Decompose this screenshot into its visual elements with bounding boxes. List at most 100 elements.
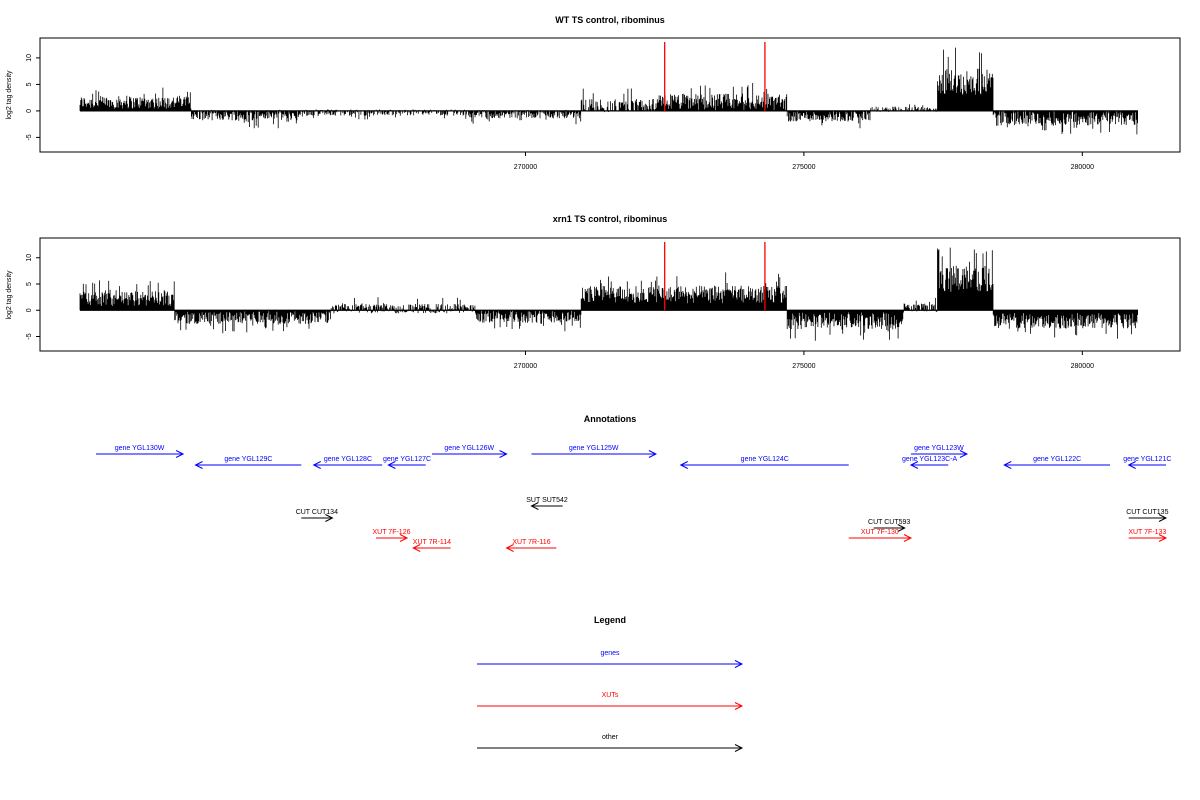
feature-label: CUT CUT134 — [296, 509, 338, 516]
legend-label: genes — [600, 650, 620, 657]
feature-arrowhead — [897, 524, 906, 532]
density-bar-series — [79, 47, 1138, 135]
annotation-feature: XUT 7F-130 — [848, 529, 913, 542]
legend-entry: XUTs — [477, 692, 744, 710]
feature-label: gene YGL125W — [569, 445, 619, 452]
panel-title-xrn1: xrn1 TS control, ribominus — [553, 214, 668, 224]
x-tick-label: 270000 — [514, 363, 537, 370]
feature-label: SUT SUT542 — [526, 497, 568, 504]
density-bar-series — [79, 247, 1138, 341]
feature-arrowhead — [530, 502, 539, 510]
density-bars-wt — [79, 47, 1138, 135]
feature-arrowhead — [1003, 461, 1012, 469]
annotation-feature: gene YGL126W — [431, 445, 508, 458]
annotation-feature: CUT CUT593 — [868, 519, 910, 532]
annotation-feature: gene YGL121C — [1123, 456, 1171, 469]
annotation-feature: XUT 7R-114 — [412, 539, 451, 552]
feature-arrowhead — [679, 461, 688, 469]
feature-label: gene YGL122C — [1033, 456, 1081, 463]
legend-entry: other — [477, 734, 744, 752]
annotation-feature: gene YGL123C-A — [902, 456, 957, 469]
annotation-feature: CUT CUT135 — [1126, 509, 1169, 522]
feature-label: XUT 7R-116 — [512, 539, 550, 546]
axis-ticks-wt: -5 0 5 10 270000 275000 280000 — [26, 54, 1094, 171]
feature-label: gene YGL123C-A — [902, 456, 957, 463]
x-tick-label: 275000 — [792, 363, 815, 370]
y-axis-label-xrn1: log2 tag density — [6, 270, 13, 320]
red-markers-wt — [664, 42, 766, 111]
feature-arrowhead — [505, 544, 514, 552]
feature-arrowhead — [399, 534, 409, 542]
red-markers-xrn1 — [664, 242, 766, 311]
annotation-feature: XUT 7F-126 — [372, 529, 411, 542]
feature-label: gene YGL128C — [324, 456, 372, 463]
feature-arrowhead — [312, 461, 321, 469]
feature-arrowhead — [648, 450, 658, 458]
feature-arrowhead — [903, 534, 913, 542]
feature-arrowhead — [387, 461, 396, 469]
feature-arrowhead — [1158, 514, 1168, 522]
legend-entry: genes — [477, 650, 744, 668]
annotation-feature: gene YGL129C — [194, 456, 302, 469]
x-tick-label: 270000 — [514, 164, 537, 171]
annotation-feature: gene YGL130W — [96, 445, 185, 458]
feature-arrowhead — [959, 450, 969, 458]
feature-arrowhead — [175, 450, 185, 458]
legend-title: Legend — [594, 615, 626, 625]
plot-frame-xrn1 — [39, 237, 1181, 352]
panel-xrn1: xrn1 TS control, ribominus log2 tag dens… — [6, 214, 1181, 370]
feature-arrowhead — [1158, 534, 1168, 542]
annotations-title: Annotations — [584, 414, 637, 424]
feature-label: XUT 7F-130 — [861, 529, 899, 536]
y-tick-label: 0 — [26, 109, 33, 113]
feature-label: gene YGL123W — [914, 445, 964, 452]
annotation-feature: gene YGL125W — [531, 445, 658, 458]
feature-arrowhead — [499, 450, 508, 458]
annotation-feature: gene YGL122C — [1003, 456, 1111, 469]
x-tick-label: 275000 — [792, 164, 815, 171]
feature-label: gene YGL129C — [224, 456, 272, 463]
annotation-feature: SUT SUT542 — [526, 497, 568, 510]
plot-frame-wt — [39, 37, 1181, 153]
annotation-feature: gene YGL123W — [910, 445, 969, 458]
legend-arrowhead — [734, 660, 744, 668]
legend: Legend genes XUTs other — [477, 615, 744, 752]
feature-label: CUT CUT593 — [868, 519, 910, 526]
feature-label: gene YGL121C — [1123, 456, 1171, 463]
axis-ticks-xrn1: -5 0 5 10 270000 275000 280000 — [26, 254, 1094, 370]
x-tick-label: 280000 — [1071, 164, 1094, 171]
density-bars-xrn1 — [79, 247, 1138, 341]
y-tick-label: -5 — [26, 333, 33, 339]
panel-wt: WT TS control, ribominus log2 tag densit… — [6, 15, 1181, 171]
feature-label: XUT 7R-114 — [413, 539, 451, 546]
annotation-features: gene YGL130W gene YGL129C gene YGL128C gene… — [96, 445, 1171, 552]
legend-arrowhead — [734, 744, 744, 752]
legend-label: other — [602, 734, 619, 741]
legend-arrowhead — [734, 702, 744, 710]
y-tick-label: 5 — [26, 82, 33, 86]
legend-label: XUTs — [602, 692, 619, 699]
y-tick-label: 10 — [26, 54, 33, 62]
annotation-feature: gene YGL128C — [312, 456, 383, 469]
feature-label: gene YGL126W — [444, 445, 494, 452]
feature-label: XUT 7F-133 — [1128, 529, 1166, 536]
feature-label: gene YGL127C — [383, 456, 431, 463]
y-tick-label: -5 — [26, 134, 33, 140]
annotation-feature: gene YGL124C — [679, 456, 849, 469]
feature-label: gene YGL124C — [741, 456, 789, 463]
feature-label: CUT CUT135 — [1126, 509, 1168, 516]
y-tick-label: 0 — [26, 308, 33, 312]
x-tick-label: 280000 — [1071, 363, 1094, 370]
feature-label: XUT 7F-126 — [372, 529, 410, 536]
annotation-feature: CUT CUT134 — [296, 509, 338, 522]
feature-arrowhead — [194, 461, 203, 469]
feature-arrowhead — [325, 514, 334, 522]
panel-title-wt: WT TS control, ribominus — [555, 15, 665, 25]
annotation-feature: XUT 7F-133 — [1128, 529, 1168, 542]
y-tick-label: 10 — [26, 254, 33, 262]
y-axis-label-wt: log2 tag density — [6, 70, 13, 120]
feature-arrowhead — [909, 461, 919, 469]
annotation-feature: XUT 7R-116 — [505, 539, 557, 552]
